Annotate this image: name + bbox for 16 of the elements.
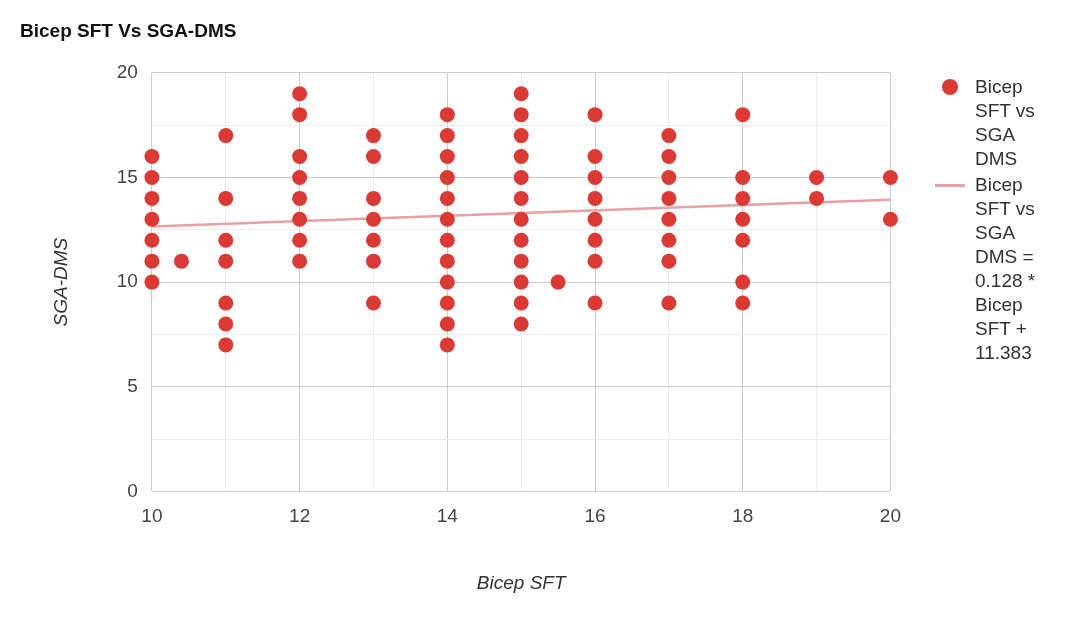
y-tick-label: 20 (116, 61, 138, 83)
x-tick-label: 10 (141, 505, 163, 527)
x-tick-label: 12 (289, 505, 311, 527)
y-tick-label: 10 (116, 270, 138, 292)
y-tick-label: 0 (127, 479, 138, 501)
y-tick-label: 5 (127, 374, 138, 396)
y-axis-title: SGA-DMS (49, 237, 71, 327)
x-tick-label: 16 (584, 505, 606, 527)
x-tick-label: 14 (436, 505, 459, 527)
x-tick-label: 18 (732, 505, 754, 527)
x-axis-title: Bicep SFT (476, 571, 567, 593)
legend-label: Bicep SFT vs SGA DMS = 0.128 * Bicep SFT + 11.383 (975, 173, 1037, 365)
y-tick-label: 15 (116, 165, 138, 187)
x-tick-label: 20 (879, 505, 901, 527)
chart-title: Bicep SFT Vs SGA-DMS (20, 19, 237, 41)
legend-label: Bicep SFT vs SGA DMS (975, 75, 1036, 171)
